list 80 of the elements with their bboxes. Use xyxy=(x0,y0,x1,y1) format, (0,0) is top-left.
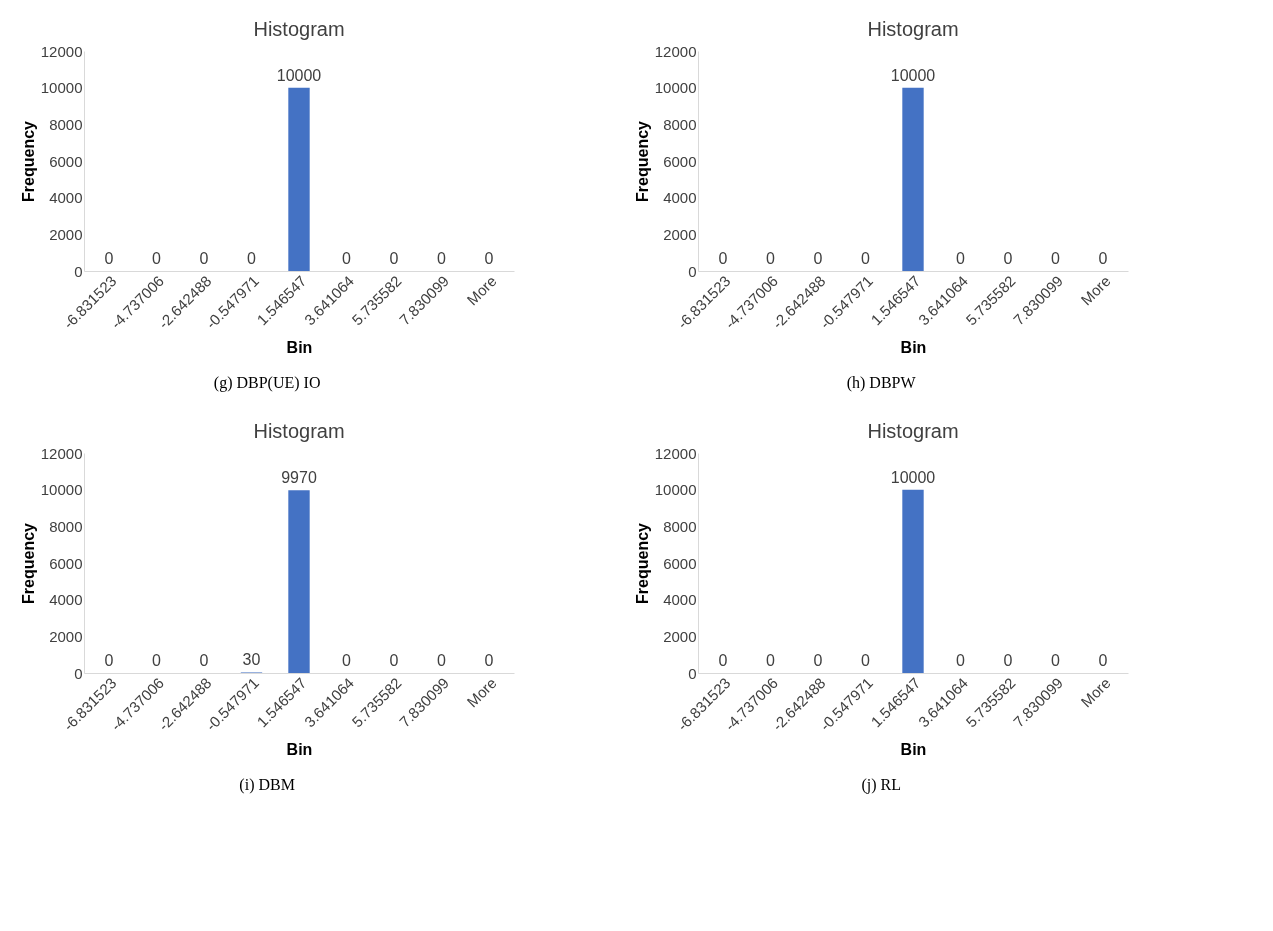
data-label: 0 xyxy=(342,250,352,267)
data-label: 0 xyxy=(437,652,447,669)
data-label: 0 xyxy=(389,652,399,669)
y-tick-label: 10000 xyxy=(40,79,83,97)
chart-title: Histogram xyxy=(253,420,345,442)
y-tick-label: 10000 xyxy=(40,481,83,499)
data-label: 0 xyxy=(484,652,494,669)
y-tick-label: 0 xyxy=(688,664,697,682)
y-axis-title: Frequency xyxy=(633,120,651,202)
data-label: 0 xyxy=(152,652,162,669)
y-axis-title: Frequency xyxy=(19,522,37,604)
data-label: 0 xyxy=(1098,250,1108,267)
y-axis-title: Frequency xyxy=(19,120,37,202)
data-label: 0 xyxy=(813,250,823,267)
data-label: 0 xyxy=(484,250,494,267)
y-tick-label: 12000 xyxy=(40,42,83,60)
y-tick-label: 6000 xyxy=(49,152,83,170)
text: (g) DBP(UE) IO xyxy=(213,374,321,393)
data-label: 0 xyxy=(1003,652,1013,669)
data-label: 0 xyxy=(718,250,728,267)
chart-title: Histogram xyxy=(867,420,959,442)
y-tick-label: 0 xyxy=(688,262,697,280)
y-tick-label: 6000 xyxy=(49,554,83,572)
y-tick-label: 8000 xyxy=(49,517,83,535)
data-label: 0 xyxy=(389,250,399,267)
data-label: 0 xyxy=(1003,250,1013,267)
y-tick-label: 4000 xyxy=(49,591,83,609)
y-tick-label: 2000 xyxy=(49,225,83,243)
data-label: 0 xyxy=(861,250,871,267)
data-label: 0 xyxy=(199,250,209,267)
y-tick-label: 2000 xyxy=(663,627,697,645)
data-label: 0 xyxy=(1051,652,1061,669)
data-label: 0 xyxy=(813,652,823,669)
y-tick-label: 12000 xyxy=(40,444,83,462)
data-label: 0 xyxy=(861,652,871,669)
x-axis-title: Bin xyxy=(286,740,313,758)
data-label: 0 xyxy=(437,250,447,267)
data-label: 0 xyxy=(104,250,114,267)
data-label: 9970 xyxy=(281,469,317,487)
data-label: 0 xyxy=(152,250,162,267)
y-tick-label: 2000 xyxy=(663,225,697,243)
data-label: 10000 xyxy=(890,468,936,486)
data-label: 0 xyxy=(718,652,728,669)
data-label: 0 xyxy=(342,652,352,669)
data-label: 0 xyxy=(104,652,114,669)
x-axis-title: Bin xyxy=(286,338,313,356)
y-tick-label: 10000 xyxy=(654,79,697,97)
y-tick-label: 2000 xyxy=(49,627,83,645)
data-label: 0 xyxy=(199,652,209,669)
data-label: 0 xyxy=(766,652,776,669)
y-tick-label: 6000 xyxy=(663,554,697,572)
text: (h) DBPW xyxy=(846,374,917,393)
y-tick-label: 4000 xyxy=(663,591,697,609)
data-label: 0 xyxy=(956,652,966,669)
y-axis-title: Frequency xyxy=(633,522,651,604)
data-label: 10000 xyxy=(890,66,936,84)
y-tick-label: 0 xyxy=(74,664,83,682)
x-axis-title: Bin xyxy=(900,338,927,356)
chart-title: Histogram xyxy=(867,18,959,40)
y-tick-label: 6000 xyxy=(663,152,697,170)
y-tick-label: 0 xyxy=(74,262,83,280)
data-label: 30 xyxy=(242,651,261,669)
y-tick-label: 10000 xyxy=(654,481,697,499)
y-tick-label: 8000 xyxy=(49,115,83,133)
y-tick-label: 8000 xyxy=(663,517,697,535)
data-label: 0 xyxy=(956,250,966,267)
data-label: 0 xyxy=(1051,250,1061,267)
text: (i) DBM xyxy=(239,776,295,795)
data-label: 10000 xyxy=(276,66,322,84)
data-label: 0 xyxy=(766,250,776,267)
data-label: 0 xyxy=(247,250,257,267)
data-label: 0 xyxy=(1098,652,1108,669)
x-axis-title: Bin xyxy=(900,740,927,758)
y-tick-label: 12000 xyxy=(654,444,697,462)
chart-title: Histogram xyxy=(253,18,345,40)
y-tick-label: 4000 xyxy=(663,189,697,207)
y-tick-label: 8000 xyxy=(663,115,697,133)
y-tick-label: 4000 xyxy=(49,189,83,207)
text: (j) RL xyxy=(861,776,901,795)
y-tick-label: 12000 xyxy=(654,42,697,60)
